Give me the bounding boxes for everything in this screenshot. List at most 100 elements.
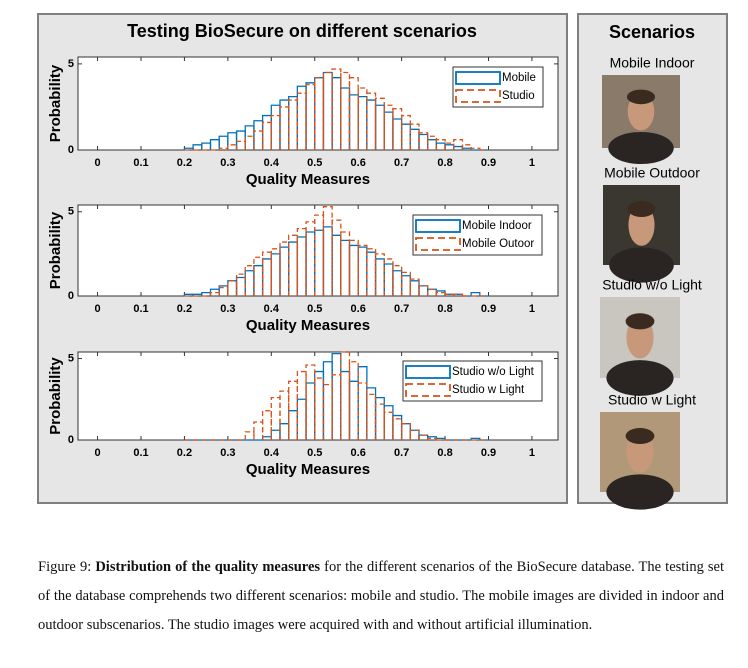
legend-label: Studio <box>502 90 535 102</box>
histogram-bin <box>331 219 342 296</box>
legend-box <box>402 360 543 402</box>
caption: Figure 9: Distribution of the quality me… <box>38 553 724 640</box>
legend-label: Mobile Indoor <box>462 220 532 232</box>
histogram-bin <box>253 130 264 150</box>
x-tick-label: 0.9 <box>481 447 496 459</box>
y-tick-label: 0 <box>68 434 74 446</box>
x-tick-label: 0.3 <box>220 157 235 169</box>
histogram-bin <box>261 121 272 150</box>
scenarios-title: Scenarios <box>609 22 695 42</box>
x-tick-label: 0.6 <box>351 157 366 169</box>
photo-hair <box>625 428 655 444</box>
x-axis-label: Quality Measures <box>246 317 370 334</box>
histogram-series <box>184 206 489 297</box>
histogram-bin <box>427 437 438 440</box>
x-tick-label: 0.5 <box>307 447 322 459</box>
photo-hair <box>627 201 656 217</box>
histogram-bin <box>453 139 464 150</box>
x-tick-label: 0 <box>94 157 100 169</box>
legend-label: Studio w/o Light <box>452 366 535 378</box>
x-tick-label: 0.9 <box>481 157 496 169</box>
photo-hair <box>625 313 655 330</box>
x-tick-label: 0 <box>94 303 100 315</box>
photo-hair <box>626 89 656 105</box>
x-tick-label: 0.9 <box>481 303 496 315</box>
x-tick-label: 0.1 <box>133 157 148 169</box>
legend-swatch <box>405 365 451 379</box>
x-tick-label: 0.7 <box>394 303 409 315</box>
legend-label: Mobile Outoor <box>462 238 534 250</box>
legend-box <box>412 214 543 256</box>
histogram-bin <box>314 377 325 440</box>
histogram-bin <box>374 403 385 440</box>
histogram-bin <box>314 77 325 150</box>
scenario-label: Mobile Outdoor <box>604 165 700 181</box>
y-tick-label: 0 <box>68 290 74 302</box>
legend-swatch <box>455 89 501 103</box>
x-tick-label: 0 <box>94 447 100 459</box>
x-tick-label: 0.1 <box>133 303 148 315</box>
y-tick-label: 5 <box>68 352 74 364</box>
y-tick-label: 0 <box>68 144 74 156</box>
x-axis-label: Quality Measures <box>246 461 370 478</box>
histogram-bin <box>435 291 446 296</box>
y-axis-label: Probability <box>47 64 64 142</box>
histogram-bin <box>435 139 446 150</box>
legend-box <box>452 66 544 108</box>
histogram-bin <box>288 234 299 296</box>
photo-shoulders <box>606 360 674 396</box>
histogram-bin <box>461 144 472 150</box>
x-tick-label: 0.8 <box>437 447 452 459</box>
x-tick-label: 0.3 <box>220 447 235 459</box>
histogram-bin <box>270 396 281 440</box>
histogram-bin <box>322 206 333 296</box>
x-tick-label: 0.7 <box>394 447 409 459</box>
legend-label: Mobile <box>502 72 536 84</box>
photo-shoulders <box>609 247 674 283</box>
scenario-label: Studio w/o Light <box>602 277 702 293</box>
histogram-bin <box>453 293 464 296</box>
histogram-bin <box>383 104 394 150</box>
caption-label: Figure 9: <box>38 559 92 575</box>
x-tick-label: 0.5 <box>307 303 322 315</box>
histogram-bin <box>218 286 229 296</box>
histogram-bin <box>366 92 377 150</box>
histogram-bin <box>244 265 255 296</box>
histogram-bin <box>348 361 359 440</box>
x-tick-label: 0.2 <box>177 447 192 459</box>
x-axis-label: Quality Measures <box>246 171 370 188</box>
x-tick-label: 0.1 <box>133 447 148 459</box>
x-tick-label: 1 <box>529 447 535 459</box>
x-tick-label: 0.2 <box>177 157 192 169</box>
histogram-bin <box>409 429 420 440</box>
x-tick-label: 1 <box>529 303 535 315</box>
histogram-series <box>184 351 489 441</box>
x-tick-label: 0.7 <box>394 157 409 169</box>
histogram-bin <box>366 393 377 440</box>
y-axis-label: Probability <box>47 211 64 289</box>
histogram-bin <box>227 280 238 296</box>
histogram-bin <box>357 382 368 440</box>
histogram-series <box>184 68 489 151</box>
figure-title: Testing BioSecure on different scenarios <box>127 21 477 41</box>
histogram-bin <box>235 140 246 150</box>
histogram-bin <box>279 106 290 150</box>
histogram-bin <box>427 135 438 150</box>
figure: Testing BioSecure on different scenarios… <box>37 13 728 510</box>
scenario-label: Studio w Light <box>608 392 696 408</box>
histogram-bin <box>209 291 220 296</box>
x-tick-label: 0.4 <box>264 303 280 315</box>
histogram-bin <box>470 437 481 440</box>
histogram-bin <box>322 71 333 150</box>
x-tick-label: 0.2 <box>177 303 192 315</box>
histogram-bin <box>244 135 255 150</box>
x-tick-label: 0.6 <box>351 303 366 315</box>
histogram-bin <box>261 410 272 440</box>
histogram-bin <box>392 108 403 150</box>
y-tick-label: 5 <box>68 206 74 218</box>
histogram-bin <box>296 370 307 440</box>
histogram-bin <box>470 147 481 150</box>
y-axis-label: Probability <box>47 357 64 435</box>
scenario-label: Mobile Indoor <box>610 55 695 71</box>
